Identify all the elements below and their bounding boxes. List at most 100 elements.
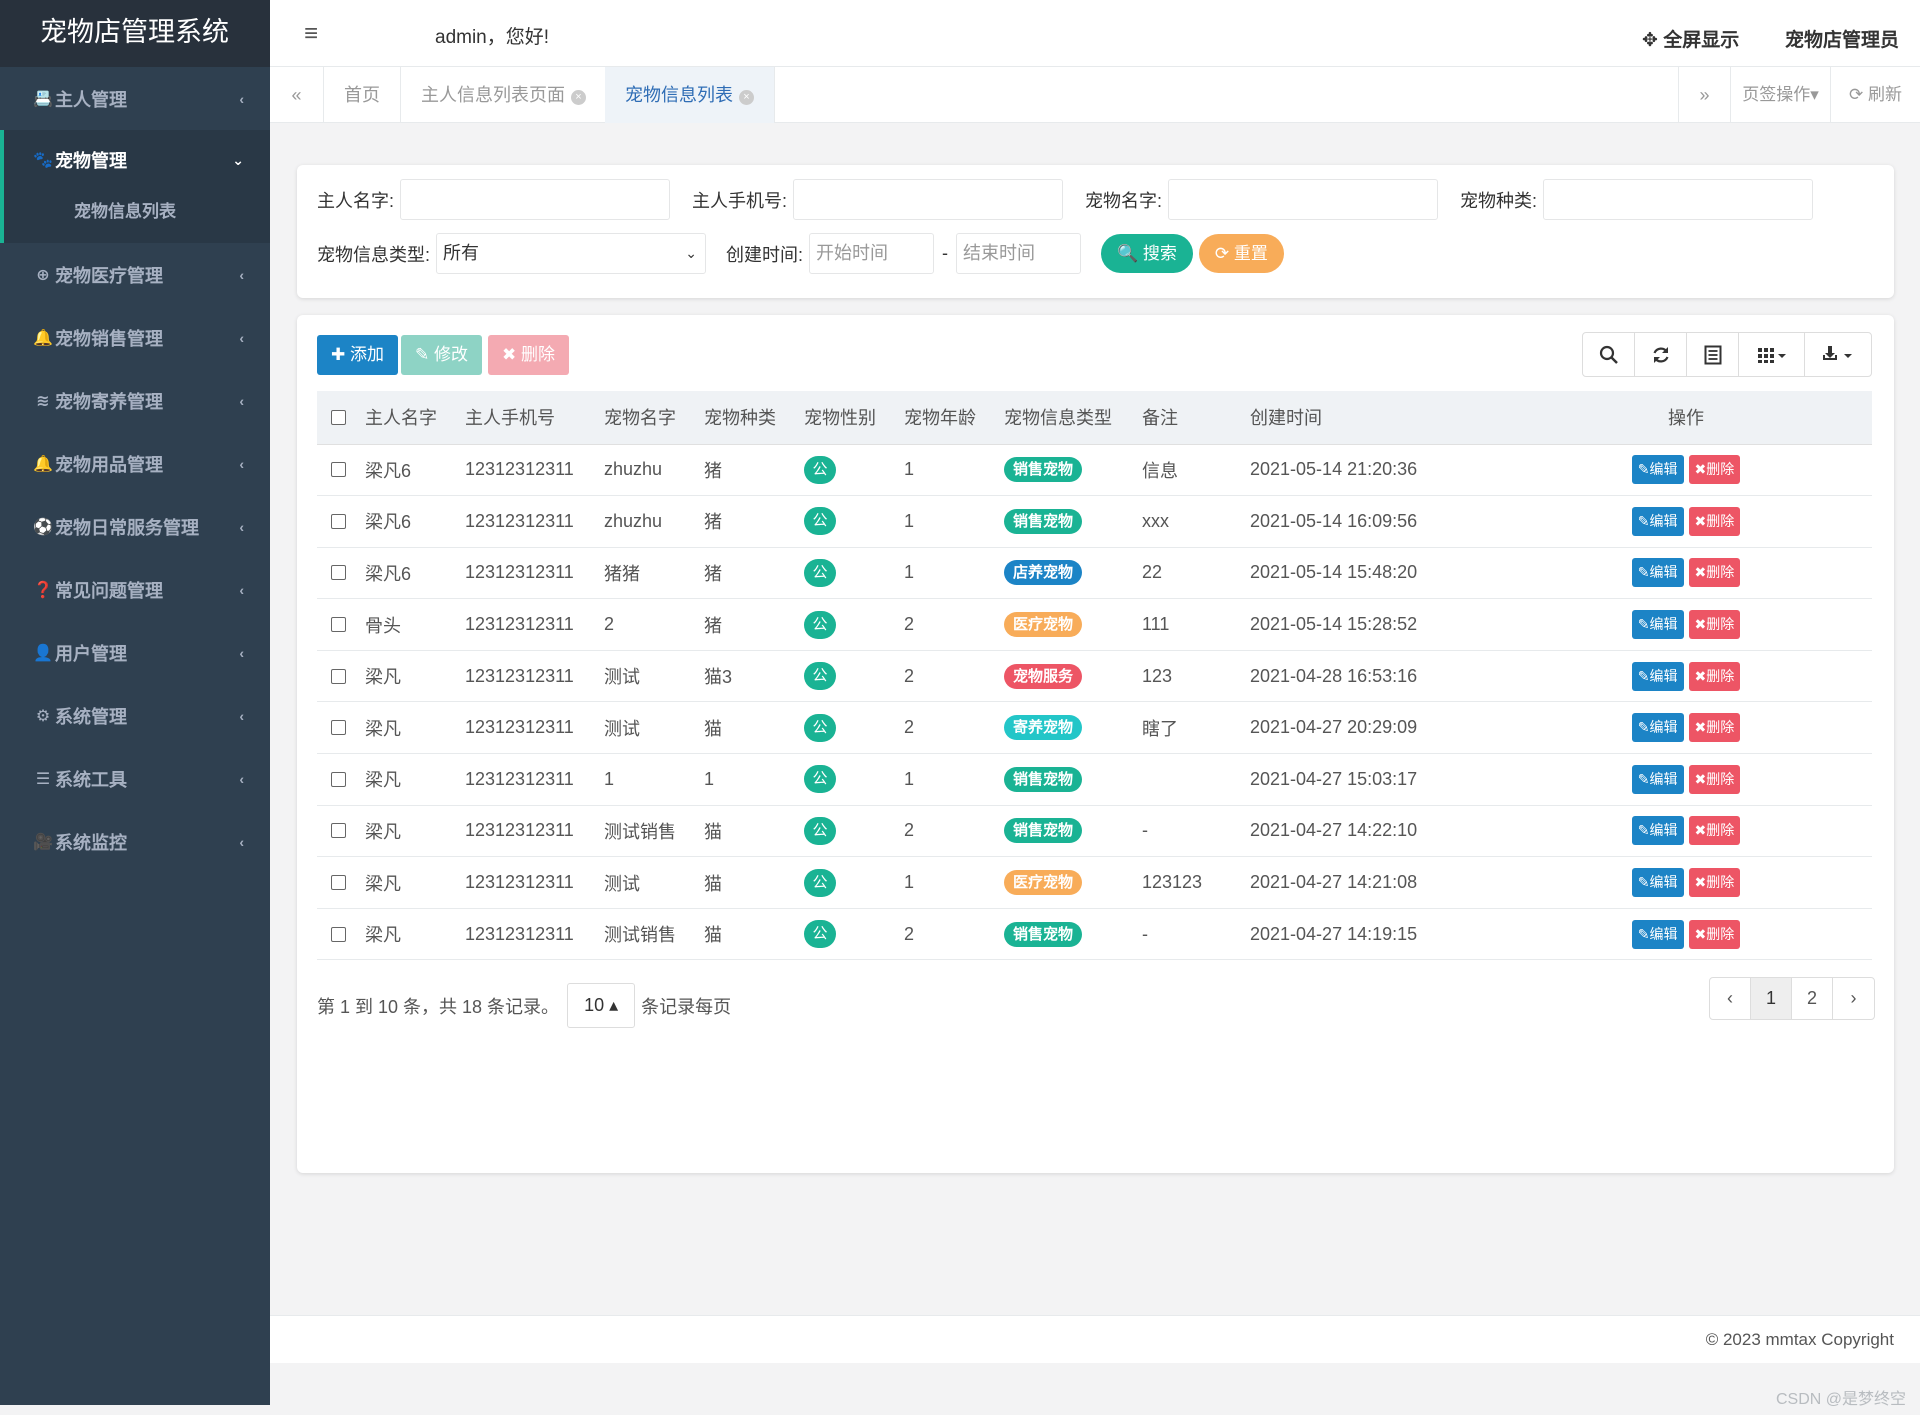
row-checkbox[interactable] — [331, 668, 346, 684]
sidebar-item-9[interactable]: 👤 用户管理 ‹ — [0, 621, 270, 684]
table-row[interactable]: 梁凡6 12312312311 zhuzhu 猪公 1 销售宠物 信息 2021-05-14 … — [317, 444, 1872, 497]
row-edit-button[interactable]: ✎编辑 — [1631, 919, 1684, 949]
user-menu[interactable]: 宠物店管理员 — [1785, 30, 1900, 51]
owner-phone-input[interactable] — [793, 179, 1064, 220]
sidebar-item-8[interactable]: ❓ 常见问题管理 ‹ — [0, 558, 270, 621]
col-pet-species[interactable]: 宠物种类 — [704, 391, 804, 445]
table-row[interactable]: 梁凡 12312312311 测试猫公 1 医疗宠物 123123 2021-04-27 1… — [317, 856, 1872, 909]
row-delete-button[interactable]: ✖删除 — [1688, 661, 1741, 691]
sidebar-item-4[interactable]: 🔔 宠物销售管理 ‹ — [0, 306, 270, 369]
row-delete-button[interactable]: ✖删除 — [1688, 816, 1741, 846]
tab-pet-list[interactable]: 宠物信息列表 × — [605, 67, 775, 123]
owner-name-input[interactable] — [400, 179, 671, 220]
chevron-left-icon: ‹ — [239, 329, 244, 346]
row-delete-button[interactable]: ✖删除 — [1688, 868, 1741, 898]
table-row[interactable]: 梁凡 12312312311 测试销售猫公 2 销售宠物 -2021-04-27 14:1… — [317, 908, 1872, 961]
tabs-scroll-right-icon[interactable]: » — [1678, 67, 1730, 123]
table-row[interactable]: 梁凡 12312312311 1 1 公 1 销售宠物 2021-04-27 15:03:17… — [317, 753, 1872, 806]
sidebar-item-2[interactable]: 🐾 宠物管理 ⌄ — [4, 130, 270, 190]
row-checkbox[interactable] — [331, 565, 346, 581]
delete-button[interactable]: ✖ 删除 — [488, 335, 569, 375]
export-icon[interactable] — [1805, 333, 1871, 376]
close-icon[interactable]: × — [739, 90, 754, 105]
page-button-2[interactable]: 2 — [1792, 978, 1833, 1019]
table-row[interactable]: 梁凡6 12312312311 zhuzhu 猪公 1 销售宠物 xxx 2021-05-14… — [317, 495, 1872, 548]
row-checkbox[interactable] — [331, 720, 346, 736]
reset-button[interactable]: ⟳ 重置 — [1198, 234, 1284, 273]
row-delete-button[interactable]: ✖删除 — [1688, 455, 1741, 485]
row-checkbox[interactable] — [331, 823, 346, 839]
next-page-button[interactable]: › — [1850, 988, 1857, 1008]
row-checkbox[interactable] — [331, 513, 346, 529]
row-delete-button[interactable]: ✖删除 — [1688, 610, 1741, 640]
row-edit-button[interactable]: ✎编辑 — [1631, 661, 1684, 691]
row-checkbox[interactable] — [331, 771, 346, 787]
col-pet-name[interactable]: 宠物名字 — [604, 391, 704, 445]
page-size-dropdown[interactable]: 10 ▴ — [567, 983, 636, 1028]
toggle-view-icon[interactable] — [1687, 333, 1739, 376]
row-edit-button[interactable]: ✎编辑 — [1631, 558, 1684, 588]
row-edit-button[interactable]: ✎编辑 — [1631, 455, 1684, 485]
menu-toggle-icon[interactable]: ≡ — [304, 20, 319, 47]
start-time-input[interactable]: 开始时间 — [809, 233, 935, 274]
pet-species-input[interactable] — [1543, 179, 1814, 220]
tab-owner-list[interactable]: 主人信息列表页面 × — [401, 67, 607, 123]
row-checkbox[interactable] — [331, 926, 346, 942]
col-created-time[interactable]: 创建时间 — [1250, 391, 1500, 445]
sidebar-item-3[interactable]: ⊕ 宠物医疗管理 ‹ — [0, 243, 270, 306]
sidebar-item-10[interactable]: ⚙ 系统管理 ‹ — [0, 684, 270, 747]
row-delete-button[interactable]: ✖删除 — [1688, 558, 1741, 588]
row-edit-button[interactable]: ✎编辑 — [1631, 506, 1684, 536]
add-button[interactable]: ✚ 添加 — [317, 335, 398, 375]
plus-circle-icon: ⊕ — [36, 266, 50, 284]
table-row[interactable]: 梁凡 12312312311 测试销售猫公 2 销售宠物 -2021-04-27 14:2… — [317, 805, 1872, 858]
row-delete-button[interactable]: ✖删除 — [1688, 506, 1741, 536]
col-owner-name[interactable]: 主人名字 — [365, 391, 465, 445]
tab-operations-dropdown[interactable]: 页签操作▾ — [1730, 67, 1830, 123]
row-checkbox[interactable] — [331, 462, 346, 478]
tabs-scroll-left-icon[interactable]: « — [270, 67, 324, 123]
table-row[interactable]: 梁凡 12312312311 测试猫公 2 寄养宠物 瞎了 2021-04-27 20:29… — [317, 701, 1872, 755]
row-delete-button[interactable]: ✖删除 — [1688, 713, 1741, 743]
close-icon[interactable]: × — [571, 90, 586, 105]
edit-button[interactable]: ✎ 修改 — [401, 335, 482, 375]
created-time-cell: 2021-05-14 15:48:20 — [1250, 547, 1500, 600]
tab-home[interactable]: 首页 — [324, 67, 401, 123]
row-edit-button[interactable]: ✎编辑 — [1631, 816, 1684, 846]
columns-icon[interactable] — [1739, 333, 1805, 376]
sidebar-item-5[interactable]: ≋ 宠物寄养管理 ‹ — [0, 369, 270, 432]
row-checkbox[interactable] — [331, 617, 346, 633]
submenu-item-pet-list[interactable]: 宠物信息列表 — [74, 202, 176, 221]
col-pet-sex[interactable]: 宠物性别 — [804, 391, 904, 445]
select-all-checkbox[interactable] — [331, 409, 346, 425]
fullscreen-button[interactable]: ✥ 全屏显示 — [1642, 30, 1740, 51]
table-row[interactable]: 骨头 12312312311 2 猪公 2 医疗宠物 111 2021-05-14 15:28… — [317, 598, 1872, 651]
col-info-type[interactable]: 宠物信息类型 — [1004, 391, 1142, 445]
sidebar-item-1[interactable]: 📇 主人管理 ‹ — [0, 67, 270, 130]
search-icon[interactable] — [1583, 333, 1635, 376]
refresh-tab-button[interactable]: ⟳ 刷新 — [1830, 67, 1920, 123]
search-button[interactable]: 🔍 搜索 — [1101, 234, 1193, 273]
info-type-select[interactable]: 所有 ⌄ — [436, 233, 707, 274]
table-row[interactable]: 梁凡 12312312311 测试 猫3 公 2 宠物服务 123 2021-04-28 16:… — [317, 650, 1872, 703]
col-owner-phone[interactable]: 主人手机号 — [465, 391, 604, 445]
row-edit-button[interactable]: ✎编辑 — [1631, 610, 1684, 640]
sidebar-item-7[interactable]: ⚽ 宠物日常服务管理 ‹ — [0, 495, 270, 558]
prev-page-button[interactable]: ‹ — [1710, 978, 1751, 1019]
refresh-icon[interactable] — [1635, 333, 1687, 376]
table-row[interactable]: 梁凡6 12312312311 猪猪猪公 1 店养宠物 22 2021-05-14 15:4… — [317, 547, 1872, 600]
row-edit-button[interactable]: ✎编辑 — [1631, 868, 1684, 898]
pet-name-input[interactable] — [1168, 179, 1439, 220]
sidebar-item-12[interactable]: 🎥 系统监控 ‹ — [0, 810, 270, 873]
row-edit-button[interactable]: ✎编辑 — [1631, 713, 1684, 743]
end-time-input[interactable]: 结束时间 — [956, 233, 1082, 274]
col-note[interactable]: 备注 — [1142, 391, 1250, 445]
row-delete-button[interactable]: ✖删除 — [1688, 764, 1741, 794]
sidebar-item-6[interactable]: 🔔 宠物用品管理 ‹ — [0, 432, 270, 495]
row-edit-button[interactable]: ✎编辑 — [1631, 764, 1684, 794]
col-pet-age[interactable]: 宠物年龄 — [904, 391, 1004, 445]
sidebar-item-11[interactable]: ☰ 系统工具 ‹ — [0, 747, 270, 810]
row-checkbox[interactable] — [331, 875, 346, 891]
row-delete-button[interactable]: ✖删除 — [1688, 919, 1741, 949]
page-button-1[interactable]: 1 — [1751, 978, 1792, 1019]
